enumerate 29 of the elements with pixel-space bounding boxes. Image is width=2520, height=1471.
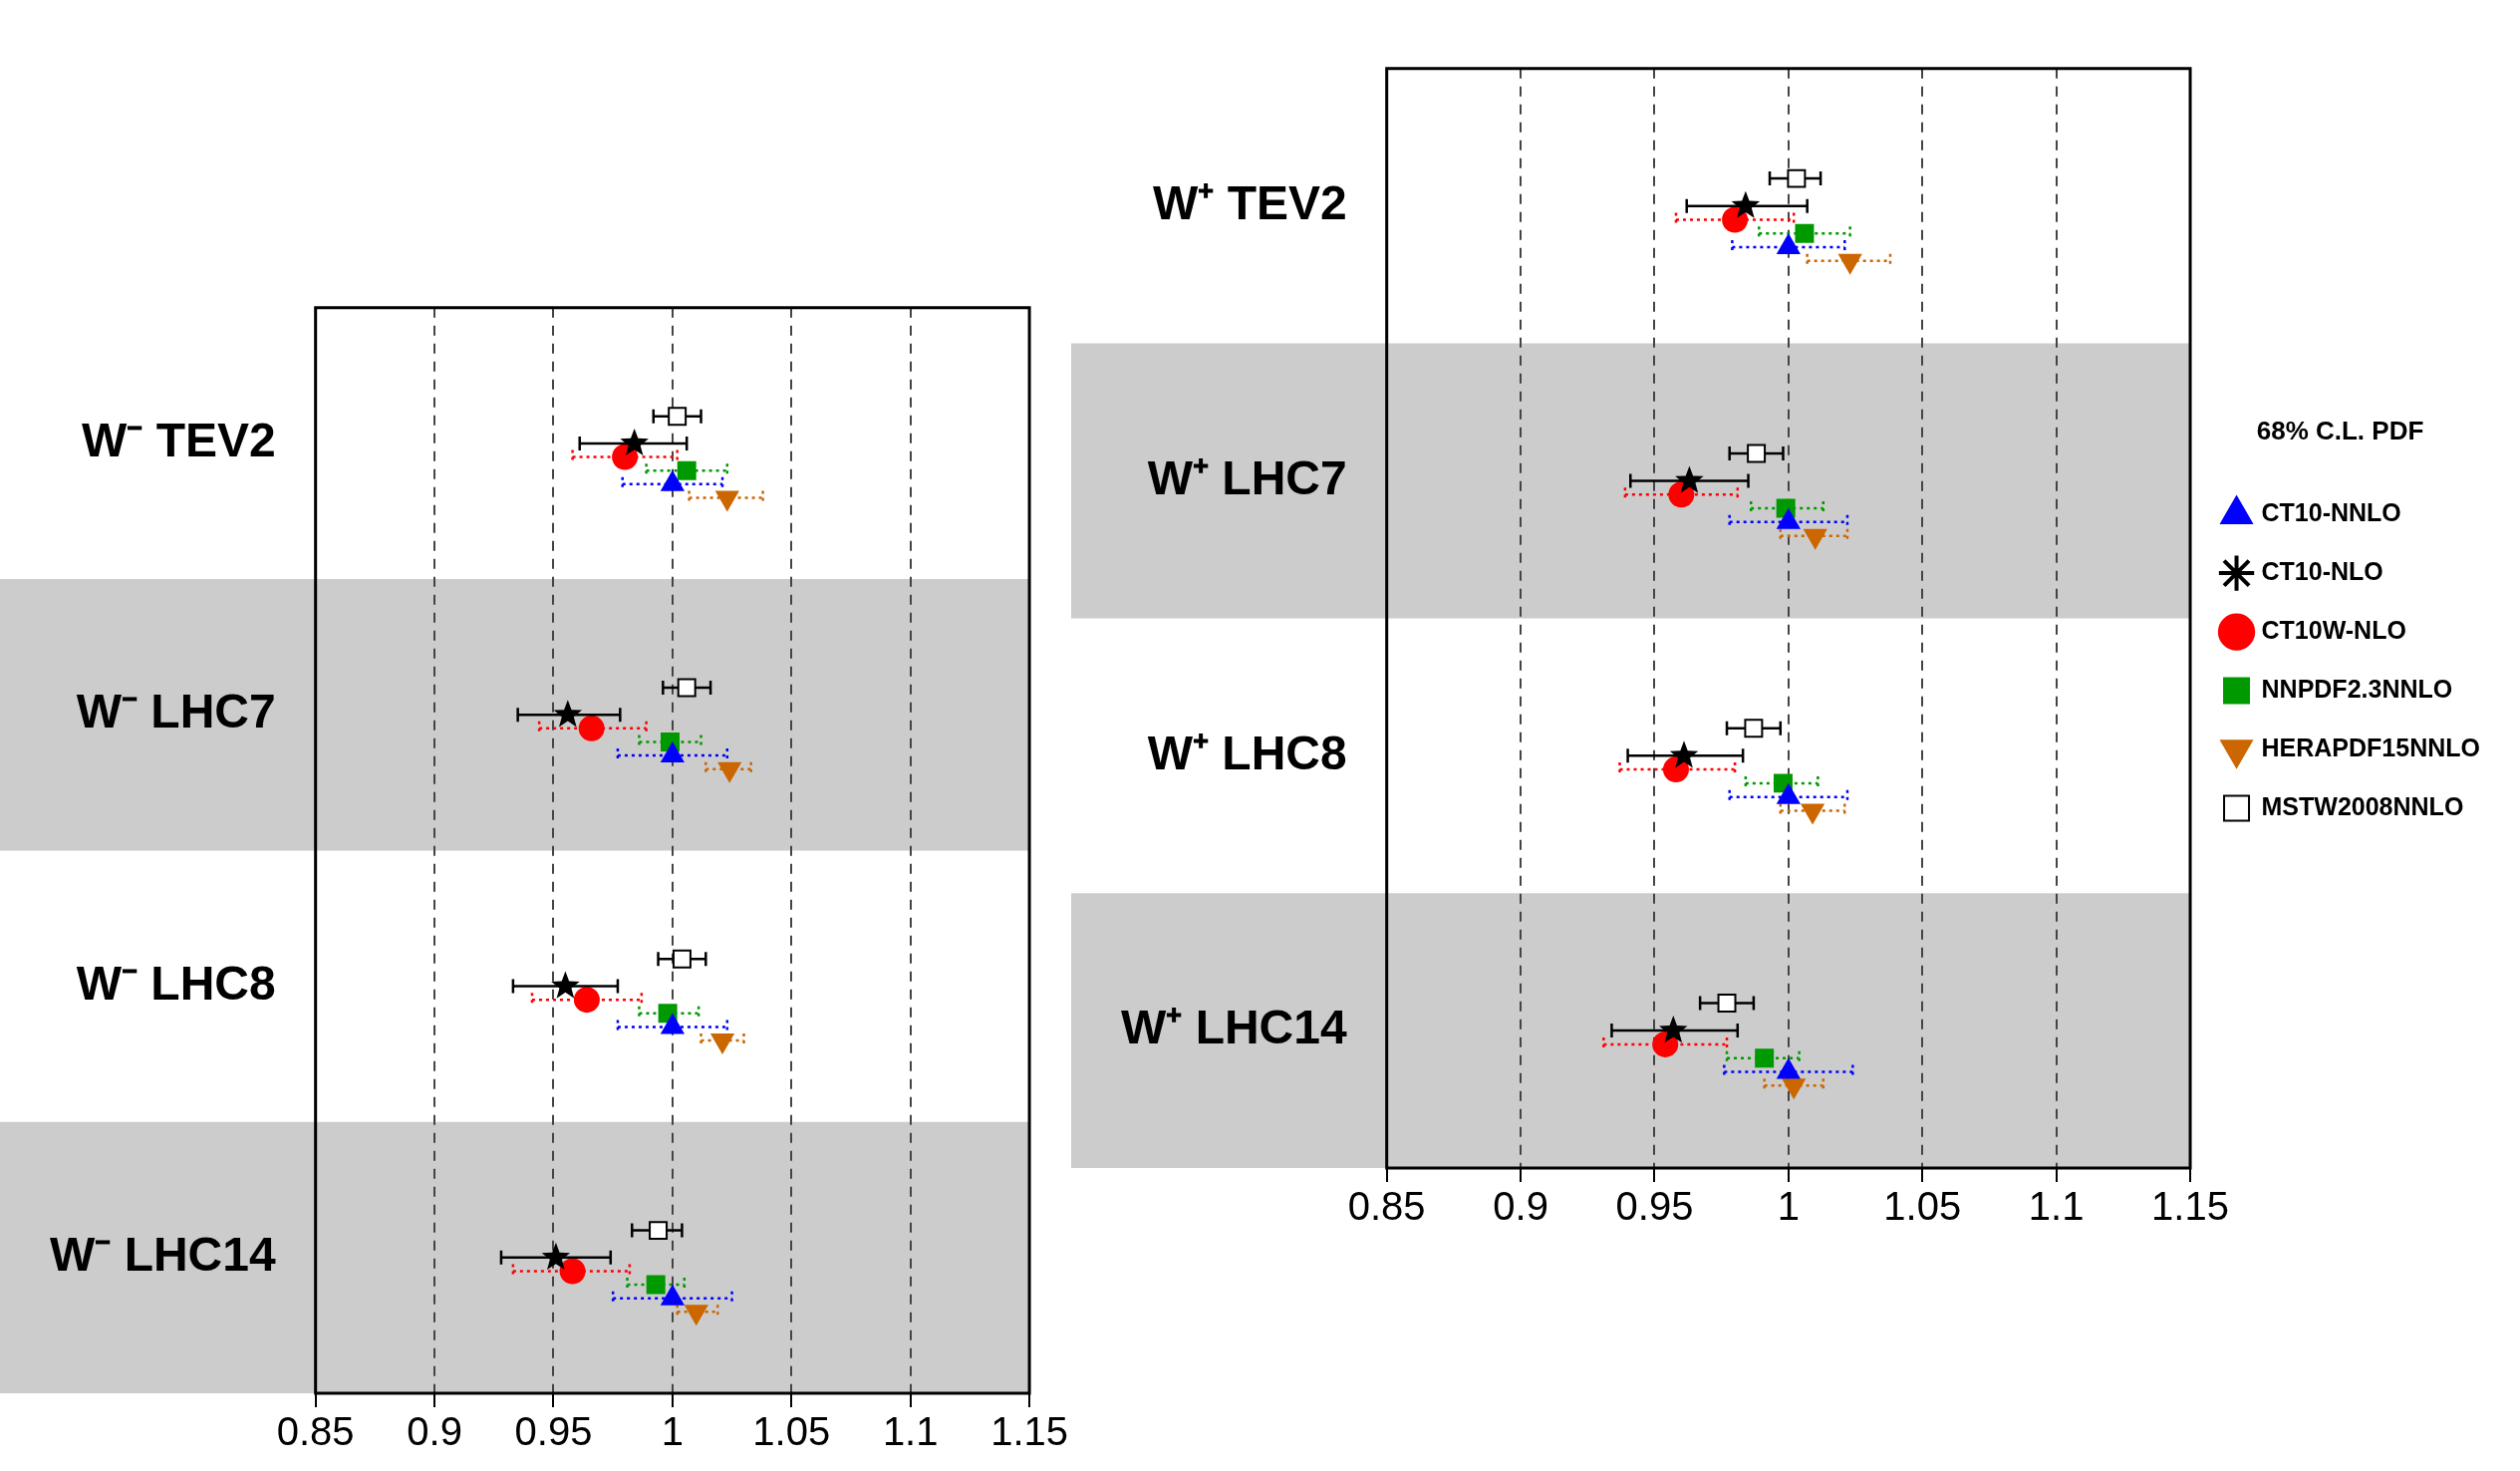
y-tick-label: W⁻ TEV2 [81,414,276,467]
y-tick-label: W⁺ LHC14 [1120,1001,1347,1054]
legend-label: CT10-NNLO [2261,497,2401,526]
x-tick-label: 1.05 [1883,1184,1962,1229]
y-tick-label: W⁻ LHC14 [49,1228,276,1282]
legend-label: CT10-NLO [2261,556,2383,585]
y-tick-label: W⁺ TEV2 [1152,175,1347,229]
y-tick-label: W⁺ LHC7 [1147,450,1347,504]
legend-label: NNPDF2.3NNLO [2261,674,2453,703]
y-tick-label: W⁺ LHC8 [1147,726,1347,779]
x-tick-label: 1.05 [752,1409,831,1454]
x-tick-label: 1.1 [882,1409,939,1454]
x-tick-label: 0.9 [407,1409,462,1454]
x-tick-label: 0.85 [1347,1184,1426,1229]
y-tick-label: W⁻ LHC7 [76,685,276,738]
x-tick-label: 1.1 [2028,1184,2085,1229]
x-tick-label: 1 [661,1409,684,1454]
legend-label: MSTW2008NNLO [2261,791,2464,820]
legend-label: CT10W-NLO [2261,615,2406,644]
x-tick-label: 0.85 [276,1409,355,1454]
x-tick-label: 0.9 [1493,1184,1548,1229]
x-tick-label: 1.15 [990,1409,1068,1454]
legend-title: 68% C.L. PDF [2256,415,2424,445]
x-tick-label: 0.95 [514,1409,593,1454]
legend-label: HERAPDF15NNLO [2261,733,2481,761]
x-tick-label: 1.15 [2151,1184,2229,1229]
x-tick-label: 0.95 [1615,1184,1694,1229]
x-tick-label: 1 [1777,1184,1800,1229]
y-tick-label: W⁻ LHC8 [76,956,276,1010]
